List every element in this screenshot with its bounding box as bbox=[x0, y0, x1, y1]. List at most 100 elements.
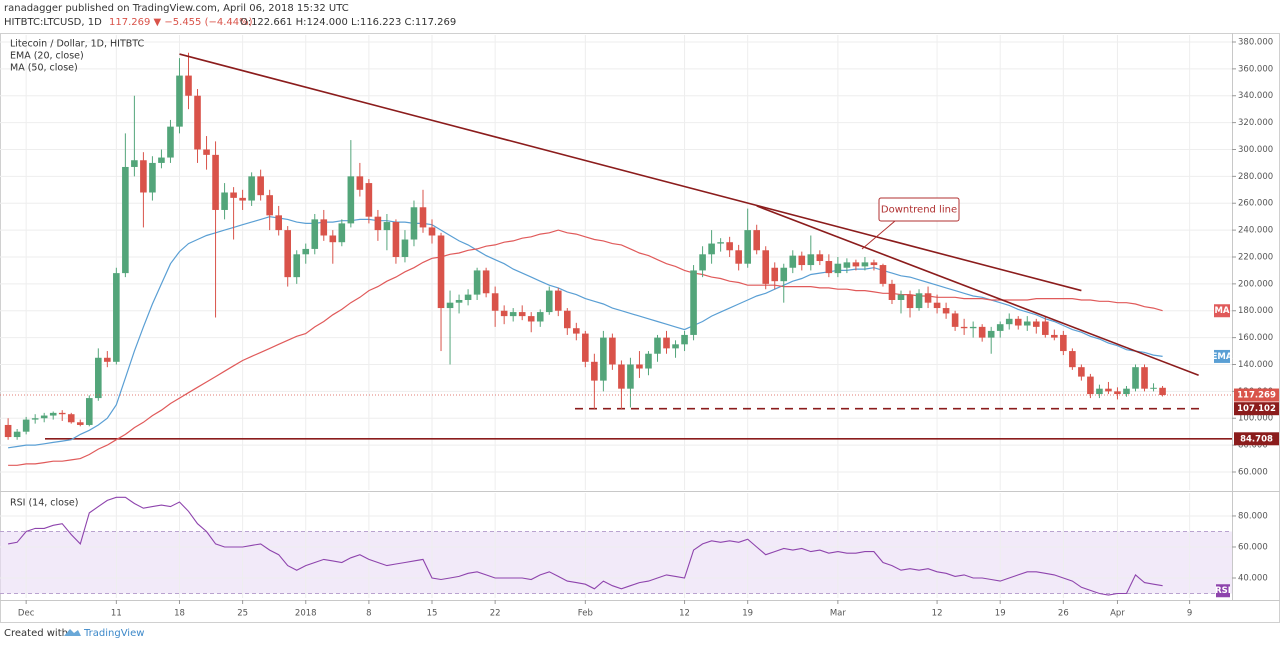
candle-body bbox=[509, 312, 517, 317]
candle-body bbox=[681, 334, 688, 345]
candle-body bbox=[194, 95, 201, 150]
indicator-tag-bg bbox=[1214, 304, 1230, 318]
candle-body bbox=[527, 316, 535, 322]
candle-body bbox=[140, 160, 147, 193]
level-tag-bg bbox=[1234, 402, 1279, 416]
candle-body bbox=[753, 230, 760, 251]
candle-body bbox=[293, 254, 301, 278]
rsi-tag-bg bbox=[1216, 584, 1230, 598]
y-tick-label: 60.000 bbox=[1238, 542, 1268, 552]
x-tick-label: 8 bbox=[366, 609, 371, 619]
candle-body bbox=[1060, 334, 1067, 352]
candle-body bbox=[22, 419, 30, 432]
candle-body bbox=[428, 227, 436, 236]
candle-body bbox=[1042, 321, 1049, 335]
candle-body bbox=[230, 192, 237, 198]
y-tick-label: 340.000 bbox=[1238, 91, 1273, 101]
rsi-line bbox=[8, 496, 1163, 596]
candle-body bbox=[455, 299, 463, 303]
candle-body bbox=[329, 235, 337, 243]
rsi-tag: RSI bbox=[1215, 586, 1231, 596]
trendline bbox=[179, 53, 1082, 292]
legend-entry: EMA (20, close) bbox=[10, 51, 84, 62]
y-tick-label: 280.000 bbox=[1238, 172, 1273, 182]
candle-body bbox=[843, 262, 851, 268]
x-tick-label: 19 bbox=[995, 609, 1006, 619]
trendline bbox=[756, 205, 1199, 376]
candle-body bbox=[446, 302, 454, 309]
candle-body bbox=[708, 243, 715, 255]
x-tick-label: Feb bbox=[578, 609, 593, 619]
candle-body bbox=[374, 216, 382, 231]
candle-body bbox=[672, 344, 679, 349]
candle-body bbox=[1132, 367, 1139, 389]
candle-body bbox=[1014, 318, 1022, 326]
candle-body bbox=[582, 333, 589, 362]
candle-body bbox=[122, 166, 129, 274]
level-tag: 107.102 bbox=[1237, 404, 1276, 414]
candle-body bbox=[573, 328, 580, 334]
x-tick-label: 11 bbox=[111, 609, 122, 619]
candle-body bbox=[536, 312, 544, 322]
last-price-tag-bg bbox=[1234, 388, 1279, 402]
candle-body bbox=[482, 270, 490, 294]
x-tick-label: 19 bbox=[742, 609, 753, 619]
candle-body bbox=[104, 357, 111, 362]
candle-body bbox=[500, 310, 508, 317]
x-tick-label: Mar bbox=[830, 609, 847, 619]
candle-body bbox=[76, 422, 84, 425]
candle-body bbox=[636, 364, 643, 369]
candle-body bbox=[131, 160, 138, 167]
candle-body bbox=[618, 364, 625, 389]
candle-body bbox=[257, 176, 264, 196]
candle-body bbox=[861, 262, 869, 267]
candle-body bbox=[897, 294, 905, 300]
annotation: Downtrend line bbox=[881, 205, 957, 216]
candle-body bbox=[789, 255, 797, 268]
candle-body bbox=[699, 254, 706, 271]
legend-entry: MA (50, close) bbox=[10, 63, 78, 74]
x-tick-label: 12 bbox=[932, 609, 943, 619]
candle-body bbox=[834, 263, 842, 274]
candle-body bbox=[40, 415, 48, 419]
candle-body bbox=[1069, 351, 1076, 368]
y-tick-label: 100.000 bbox=[1238, 414, 1273, 424]
candle-body bbox=[1114, 391, 1121, 395]
candle-body bbox=[888, 283, 896, 300]
candle-body bbox=[4, 424, 12, 438]
candle-body bbox=[780, 267, 788, 282]
last-price-tag: 117.269 bbox=[1237, 391, 1276, 401]
candle-body bbox=[113, 273, 120, 362]
candle-body bbox=[356, 176, 364, 190]
candle-body bbox=[392, 222, 400, 257]
candle-body bbox=[464, 294, 472, 300]
candle-body bbox=[816, 254, 824, 262]
candle-body bbox=[690, 270, 697, 335]
candle-body bbox=[365, 183, 373, 217]
candle-body bbox=[645, 353, 652, 369]
y-tick-label: 300.000 bbox=[1238, 145, 1273, 155]
candle-body bbox=[1123, 388, 1130, 395]
footer-brand[interactable]: TradingView bbox=[83, 628, 144, 639]
candle-body bbox=[149, 162, 156, 193]
candle-body bbox=[266, 195, 273, 216]
y-tick-label: 160.000 bbox=[1238, 333, 1273, 343]
rsi-band bbox=[0, 531, 1232, 594]
candle-body bbox=[987, 330, 995, 338]
candle-body bbox=[554, 290, 562, 311]
candle-body bbox=[717, 242, 724, 244]
candle-body bbox=[1141, 367, 1148, 389]
candle-body bbox=[491, 293, 499, 311]
y-tick-label: 260.000 bbox=[1238, 199, 1273, 209]
candle-body bbox=[248, 176, 255, 201]
candle-body bbox=[960, 326, 968, 329]
y-tick-label: 360.000 bbox=[1238, 64, 1273, 74]
candle-body bbox=[239, 197, 246, 201]
candle-body bbox=[879, 265, 887, 284]
candle-body bbox=[825, 261, 833, 274]
annotation-pointer bbox=[861, 220, 896, 250]
candle-body bbox=[185, 75, 192, 96]
brand-logo bbox=[64, 629, 81, 636]
y-tick-label: 60.000 bbox=[1238, 467, 1268, 477]
